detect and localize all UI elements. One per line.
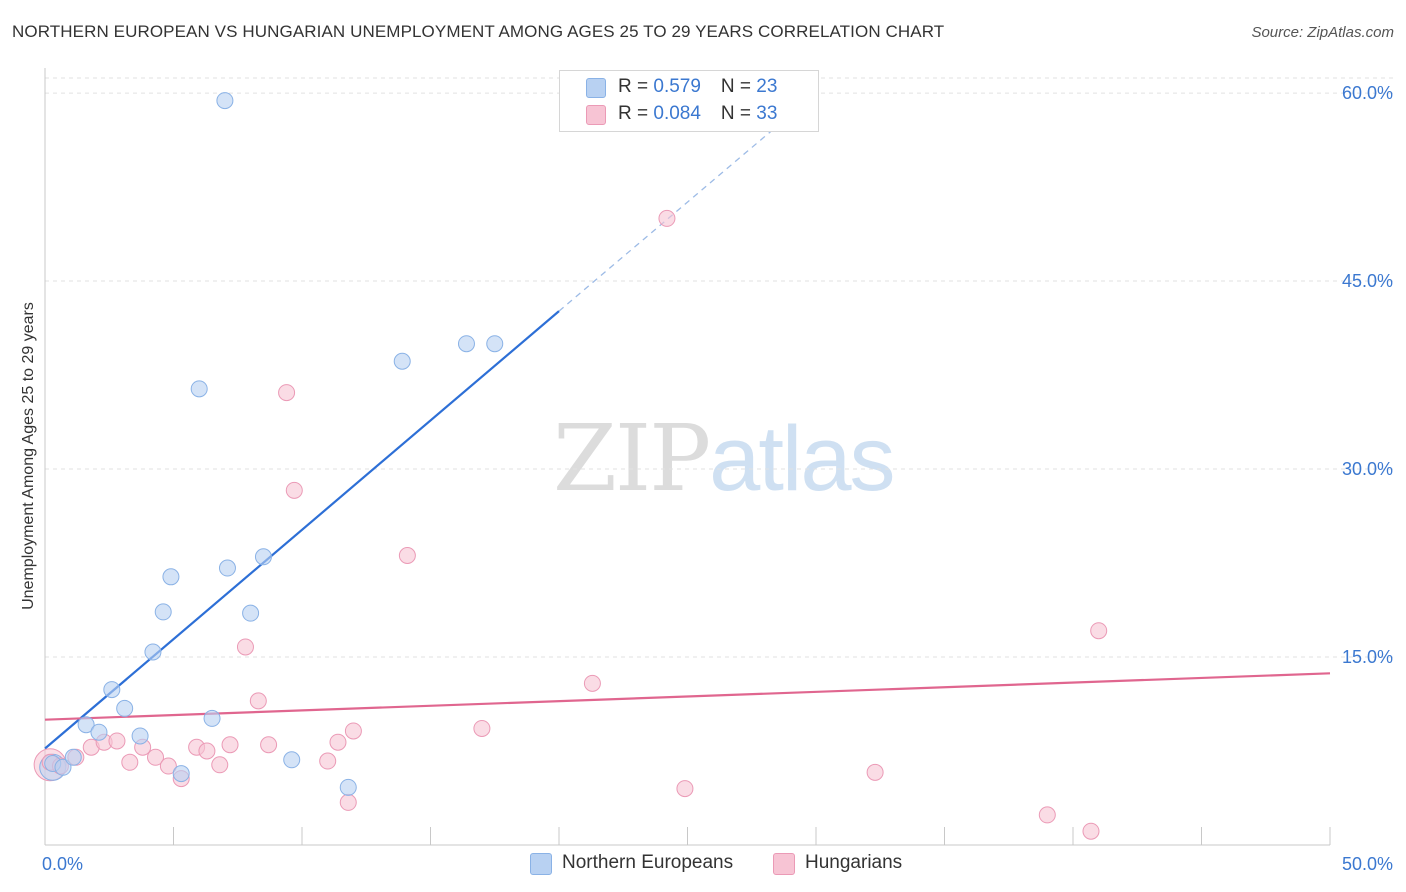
point-hungarians [658, 209, 676, 227]
point-hungarians [676, 780, 694, 798]
point-northern-europeans [116, 699, 134, 717]
y-tick-label: 30.0% [1342, 459, 1393, 479]
r-value: 0.084 [653, 103, 701, 124]
y-tick-label: 45.0% [1342, 271, 1393, 291]
trend-line-northern-europeans [44, 310, 560, 750]
x-tick-label: 50.0% [1342, 854, 1393, 874]
blue-swatch [586, 78, 606, 98]
point-northern-europeans [172, 765, 190, 783]
point-hungarians [285, 481, 303, 499]
point-northern-europeans [162, 568, 180, 586]
point-hungarians [583, 674, 601, 692]
point-northern-europeans [77, 716, 95, 734]
point-hungarians [211, 756, 229, 774]
point-hungarians [319, 752, 337, 770]
point-hungarians [473, 719, 491, 737]
point-northern-europeans [242, 604, 260, 622]
point-northern-europeans [254, 548, 272, 566]
pink-swatch [773, 853, 795, 875]
n-value: 23 [756, 76, 778, 97]
point-northern-europeans [54, 758, 72, 776]
r-label: R = [618, 76, 654, 97]
point-hungarians [1038, 806, 1056, 824]
n-value: 33 [756, 103, 778, 124]
point-northern-europeans [203, 709, 221, 727]
point-northern-europeans [486, 335, 504, 353]
legend-stats-pink: R = 0.084 N = 33 [618, 103, 777, 125]
y-axis-label-wrap: Unemployment Among Ages 25 to 29 years [14, 263, 44, 648]
y-tick-label: 15.0% [1342, 647, 1393, 667]
point-northern-europeans [154, 603, 172, 621]
point-northern-europeans [144, 643, 162, 661]
legend-stats-blue: R = 0.579 N = 23 [618, 76, 777, 98]
point-hungarians [108, 732, 126, 750]
legend-label: Hungarians [805, 852, 903, 873]
r-value: 0.579 [653, 76, 701, 97]
point-hungarians [1090, 622, 1108, 640]
source-label: Source: ZipAtlas.com [1251, 24, 1394, 41]
point-northern-europeans [216, 92, 234, 110]
y-tick-label: 60.0% [1342, 83, 1393, 103]
point-hungarians [339, 793, 357, 811]
point-hungarians [159, 757, 177, 775]
r-label: R = [618, 103, 654, 124]
blue-swatch [530, 853, 552, 875]
pink-swatch [586, 105, 606, 125]
point-northern-europeans [64, 748, 82, 766]
point-northern-europeans [103, 681, 121, 699]
point-hungarians [221, 736, 239, 754]
point-hungarians [1082, 822, 1100, 840]
point-hungarians [329, 733, 347, 751]
point-northern-europeans [190, 380, 208, 398]
n-label: N = [720, 76, 757, 97]
point-hungarians [344, 722, 362, 740]
point-hungarians [249, 692, 267, 710]
data-points [33, 92, 1108, 840]
watermark-zip: ZIP [553, 405, 711, 512]
y-axis-label: Unemployment Among Ages 25 to 29 years [20, 301, 37, 610]
point-northern-europeans [90, 723, 108, 741]
point-hungarians [398, 547, 416, 565]
point-hungarians [198, 742, 216, 760]
point-northern-europeans [339, 778, 357, 796]
axes [44, 68, 1331, 846]
correlation-legend: R = 0.579 N = 23 R = 0.084 N = 33 [559, 70, 819, 132]
point-hungarians [260, 736, 278, 754]
point-hungarians [121, 753, 139, 771]
x-tick-label: 0.0% [42, 854, 83, 874]
point-hungarians [866, 763, 884, 781]
point-northern-europeans [393, 352, 411, 370]
watermark-atlas: atlas [709, 408, 895, 510]
point-northern-europeans [218, 559, 236, 577]
legend-label: Northern Europeans [562, 852, 734, 873]
point-hungarians [278, 384, 296, 402]
n-label: N = [720, 103, 757, 124]
point-northern-europeans [131, 727, 149, 745]
grid-lines [45, 77, 1395, 658]
point-northern-europeans [283, 751, 301, 769]
point-hungarians [236, 638, 254, 656]
watermark: ZIPatlas [553, 405, 896, 512]
trend-line-hungarians [44, 672, 1331, 721]
point-hungarians [147, 748, 165, 766]
point-northern-europeans [457, 335, 475, 353]
tick-labels: 15.0% 30.0% 45.0% 60.0% 0.0% 50.0% [42, 83, 1393, 874]
chart-title: NORTHERN EUROPEAN VS HUNGARIAN UNEMPLOYM… [12, 22, 945, 41]
